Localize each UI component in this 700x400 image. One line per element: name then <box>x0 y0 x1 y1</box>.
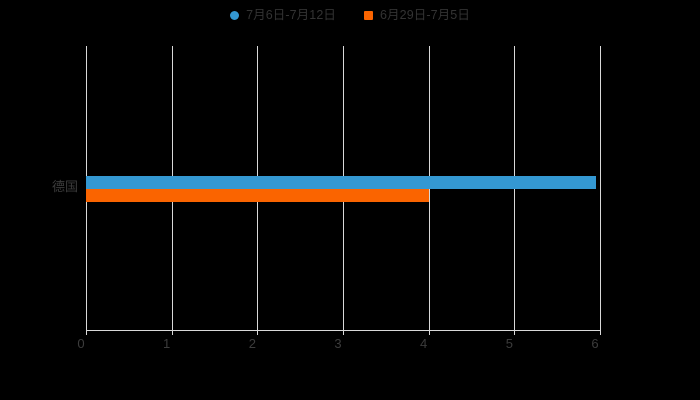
plot-area <box>86 46 601 330</box>
x-tick-label-2: 2 <box>248 336 256 351</box>
tick-mark-0 <box>86 330 87 335</box>
bar-series-0-category-0[interactable] <box>86 176 596 189</box>
x-tick-label-3: 3 <box>334 336 342 351</box>
tick-mark-1 <box>171 330 173 335</box>
tick-mark-5 <box>514 330 516 335</box>
tick-mark-6 <box>600 330 601 335</box>
x-tick-label-0: 0 <box>77 336 85 351</box>
tick-mark-4 <box>428 330 430 335</box>
legend-item-label: 6月29日-7月5日 <box>380 7 470 22</box>
y-axis-category-label: 德国 <box>51 179 78 194</box>
x-tick-label-1: 1 <box>163 336 171 351</box>
tick-mark-2 <box>257 330 259 335</box>
x-tick-label-4: 4 <box>420 336 428 351</box>
bar-series-1-category-0[interactable] <box>86 189 429 202</box>
x-tick-label-6: 6 <box>591 336 599 351</box>
legend-item-series-0[interactable]: 7月6日-7月12日 <box>230 9 336 22</box>
tick-mark-3 <box>343 330 344 335</box>
chart-legend: 7月6日-7月12日 6月29日-7月5日 <box>0 0 700 30</box>
square-marker-icon <box>364 10 373 20</box>
legend-item-series-1[interactable]: 6月29日-7月5日 <box>364 9 470 22</box>
gridline-x-6 <box>600 46 601 330</box>
legend-item-label: 7月6日-7月12日 <box>246 7 336 22</box>
circle-marker-icon <box>230 10 240 20</box>
x-tick-label-5: 5 <box>505 336 513 351</box>
